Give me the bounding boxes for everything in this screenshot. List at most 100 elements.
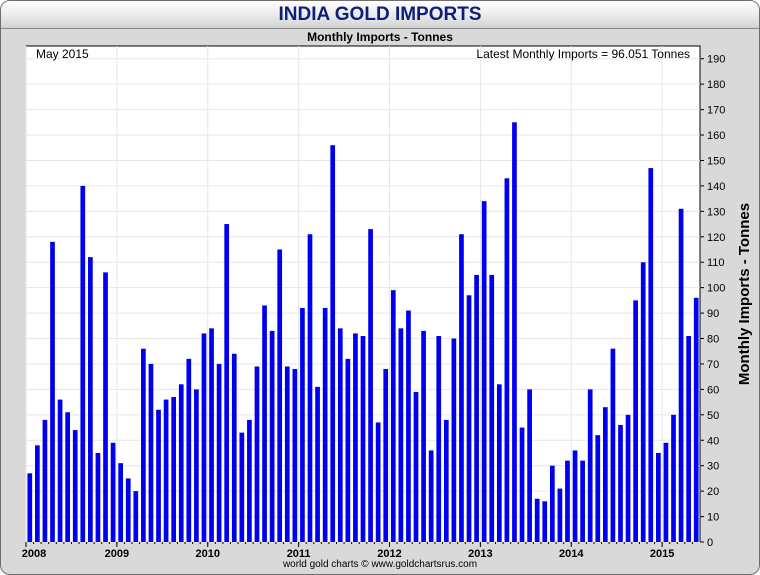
bar [110, 442, 116, 542]
bar [481, 201, 487, 542]
bar [512, 122, 517, 542]
x-tick-label: 2014 [559, 548, 584, 560]
y-tick-label: 0 [707, 537, 713, 549]
bar [292, 369, 298, 542]
x-tick-label: 2011 [287, 548, 311, 560]
annotation-latest: Latest Monthly Imports = 96.051 Tonnes [476, 47, 690, 61]
bar [459, 234, 464, 543]
bar [231, 353, 237, 542]
bar [368, 229, 373, 542]
y-tick-label: 40 [707, 435, 719, 447]
x-tick-label: 2012 [377, 548, 401, 560]
bar [35, 445, 40, 542]
bar [50, 241, 55, 543]
y-tick-label: 140 [707, 181, 725, 193]
bar [171, 397, 177, 542]
bar [671, 414, 676, 542]
bar [27, 473, 33, 542]
bar [194, 389, 199, 542]
bar [474, 274, 479, 542]
x-tick-label: 2013 [468, 548, 492, 560]
y-tick-label: 90 [707, 308, 719, 320]
bar [216, 363, 222, 542]
bar [565, 460, 570, 542]
bar [103, 272, 108, 542]
y-axis-label: Monthly Imports - Tonnes [736, 203, 753, 385]
bar [65, 412, 70, 542]
annotation-date: May 2015 [36, 47, 89, 61]
y-tick-label: 130 [707, 206, 725, 218]
bar [421, 330, 426, 542]
bar [686, 335, 691, 542]
y-tick-label: 150 [707, 155, 725, 167]
bar [618, 424, 623, 542]
bar [375, 422, 381, 542]
bar [489, 274, 495, 542]
bar [663, 442, 669, 542]
y-tick-label: 170 [707, 105, 725, 117]
x-tick-label: 2008 [22, 548, 46, 560]
bars-group [27, 122, 699, 543]
bar [80, 185, 86, 542]
bar [322, 307, 328, 542]
bar [300, 307, 305, 542]
bar [88, 257, 93, 542]
y-tick-label: 120 [707, 232, 725, 244]
bar [443, 419, 449, 542]
y-tick-label: 70 [707, 359, 719, 371]
chart-title: INDIA GOLD IMPORTS [1, 1, 759, 29]
bar [595, 435, 601, 542]
bar [602, 407, 608, 542]
bar [337, 328, 343, 542]
x-axis: 2008 2009 2010 2011 2012 2013 2014 2015 [22, 542, 693, 560]
bar [549, 465, 555, 542]
bar [148, 363, 154, 542]
bar [406, 310, 411, 542]
bar [315, 386, 320, 542]
bar [353, 333, 358, 542]
y-tick-label: 110 [707, 257, 725, 269]
bar [125, 478, 131, 542]
bar [254, 366, 260, 542]
bar [209, 328, 214, 542]
y-axis: 0 10 20 30 40 50 60 70 80 90 100 110 120 130 140 150 160… [700, 54, 725, 549]
bar [345, 358, 351, 542]
bar [141, 348, 146, 542]
bar [413, 391, 419, 542]
y-tick-label: 20 [707, 486, 719, 498]
bar [504, 178, 510, 542]
x-tick-label: 2010 [196, 548, 220, 560]
bar [118, 463, 124, 542]
bar [224, 224, 230, 543]
bar [360, 335, 366, 542]
bar [57, 399, 63, 542]
bar [580, 460, 585, 542]
bar [95, 452, 101, 542]
bar [262, 305, 267, 542]
bar [693, 297, 699, 542]
bar [656, 452, 661, 542]
bar [307, 234, 313, 543]
bar [163, 399, 169, 542]
bar [383, 369, 389, 542]
bar [625, 414, 631, 542]
bar [330, 145, 336, 542]
bar [42, 419, 48, 542]
bar [390, 290, 396, 542]
y-tick-label: 160 [707, 130, 725, 142]
bar [201, 333, 207, 542]
chart-subtitle: Monthly Imports - Tonnes [307, 30, 453, 44]
y-tick-label: 190 [707, 54, 725, 66]
bar [284, 366, 290, 542]
y-tick-label: 30 [707, 461, 719, 473]
y-tick-label: 180 [707, 79, 725, 91]
bar [633, 300, 638, 542]
bar [178, 384, 184, 542]
x-tick-label: 2009 [105, 548, 129, 560]
bar [587, 389, 593, 542]
bar [133, 491, 139, 542]
bar [277, 249, 283, 543]
bar [572, 450, 578, 542]
bar [239, 432, 245, 542]
